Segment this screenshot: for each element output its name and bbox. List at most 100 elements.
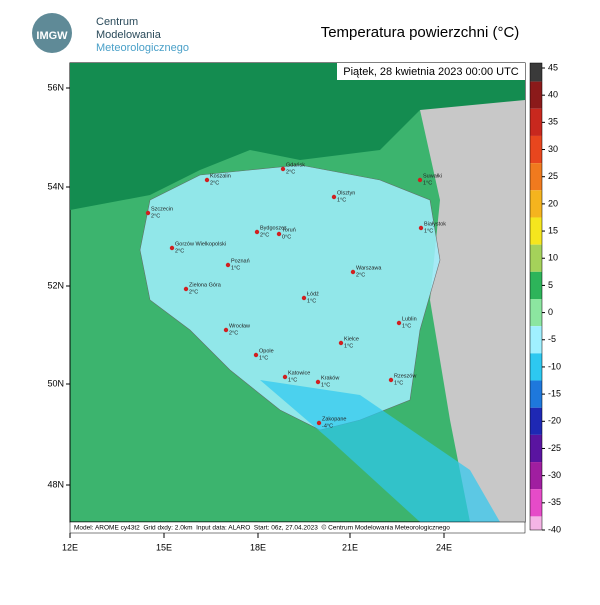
east-land <box>420 100 525 522</box>
city-name: Łódź <box>307 291 319 297</box>
city-temp: 2°C <box>229 330 238 336</box>
city-name: Kraków <box>321 375 339 381</box>
city-name: Lublin <box>402 316 417 322</box>
city-temp: 1°C <box>402 323 411 329</box>
colorbar-label: -35 <box>548 497 561 507</box>
city-name: Bydgoszcz <box>260 225 287 231</box>
colorbar-label: 30 <box>548 144 558 154</box>
date-box <box>337 63 525 80</box>
city-dot <box>169 245 175 251</box>
colorbar-segment <box>530 81 542 109</box>
city-dot <box>350 269 356 275</box>
colorbar-segment <box>530 163 542 191</box>
city-name: Toruń <box>282 227 296 233</box>
city-temp: 1°C <box>288 377 297 383</box>
city-temp: 1°C <box>307 298 316 304</box>
city-dot <box>254 229 260 235</box>
city-name: Gorzów Wielkopolski <box>175 241 226 247</box>
colorbar-segment <box>530 244 542 272</box>
colorbar-label: -30 <box>548 470 561 480</box>
org-line: Meteorologicznego <box>96 42 189 54</box>
city-temp: -4°C <box>322 423 333 429</box>
city-name: Katowice <box>288 370 310 376</box>
city-dot <box>280 166 286 172</box>
city-dot <box>183 286 189 292</box>
city-dot <box>315 379 321 385</box>
sea <box>70 63 525 210</box>
city-name: Poznań <box>231 258 250 264</box>
city-dot <box>225 262 231 268</box>
poland <box>139 164 441 431</box>
city-temp: 1°C <box>259 355 268 361</box>
city-dot <box>223 327 229 333</box>
lon-label: 21E <box>342 542 358 552</box>
org-line: Centrum <box>96 16 138 28</box>
lat-label: 54N <box>47 181 64 191</box>
city-dot <box>388 377 394 383</box>
city-dot <box>316 420 322 426</box>
city-dot <box>417 177 423 183</box>
colorbar-label: -10 <box>548 361 561 371</box>
title: Temperatura powierzchni (°C) <box>321 24 520 41</box>
colorbar-label: 5 <box>548 280 553 290</box>
lon-label: 24E <box>436 542 452 552</box>
city-name: Warszawa <box>356 265 382 271</box>
city-temp: 1°C <box>321 382 330 388</box>
lat-label: 52N <box>47 280 64 290</box>
colorbar-label: 35 <box>548 117 558 127</box>
city-name: Wrocław <box>229 323 250 329</box>
lat-label: 50N <box>47 378 64 388</box>
logo-text: IMGW <box>36 30 68 42</box>
city-dot <box>276 231 282 237</box>
colorbar-segment <box>530 407 542 435</box>
colorbar-label: 25 <box>548 171 558 181</box>
city-temp: 1°C <box>231 265 240 271</box>
city-temp: 2°C <box>189 289 198 295</box>
colorbar-frame <box>529 62 543 531</box>
colorbar-segment <box>530 489 542 517</box>
lon-label: 18E <box>250 542 266 552</box>
footer-box <box>69 521 526 534</box>
colorbar-label: -20 <box>548 416 561 426</box>
city-temp: 1°C <box>423 180 432 186</box>
colorbar-segment <box>530 462 542 490</box>
city-temp: 1°C <box>337 197 346 203</box>
colorbar-label: -5 <box>548 334 556 344</box>
city-name: Suwałki <box>423 173 442 179</box>
city-temp: 1°C <box>424 228 433 234</box>
city-name: Olsztyn <box>337 190 355 196</box>
city-name: Koszalin <box>210 173 231 179</box>
lon-label: 15E <box>156 542 172 552</box>
city-dot <box>418 225 424 231</box>
city-name: Gdańsk <box>286 162 305 168</box>
colorbar-segment <box>530 434 542 463</box>
city-temp: 0°C <box>282 234 291 240</box>
colorbar-segment <box>530 190 542 218</box>
cold-area <box>260 380 500 522</box>
city-dot <box>338 340 344 346</box>
colorbar-label: 20 <box>548 198 558 208</box>
colorbar-label: -40 <box>548 524 561 534</box>
colorbar-segment <box>530 326 542 354</box>
colorbar-segment <box>530 63 542 82</box>
city-dot <box>396 320 402 326</box>
colorbar-label: 0 <box>548 307 553 317</box>
city-name: Zakopane <box>322 416 346 422</box>
city-temp: 2°C <box>356 272 365 278</box>
city-name: Szczecin <box>151 206 173 212</box>
colorbar-segment <box>530 353 542 381</box>
city-name: Zielona Góra <box>189 282 222 288</box>
city-temp: 2°C <box>175 248 184 254</box>
colorbar-label: -25 <box>548 443 561 453</box>
colorbar-label: -15 <box>548 388 561 398</box>
city-temp: 1°C <box>394 380 403 386</box>
city-dot <box>282 374 288 380</box>
city-temp: 2°C <box>210 180 219 186</box>
city-dot <box>145 210 151 216</box>
colorbar-segment <box>530 217 542 245</box>
city-dot <box>204 177 210 183</box>
colorbar-segment <box>530 516 542 530</box>
lon-label: 12E <box>62 542 78 552</box>
lat-label: 48N <box>47 479 64 489</box>
city-dot <box>331 194 337 200</box>
